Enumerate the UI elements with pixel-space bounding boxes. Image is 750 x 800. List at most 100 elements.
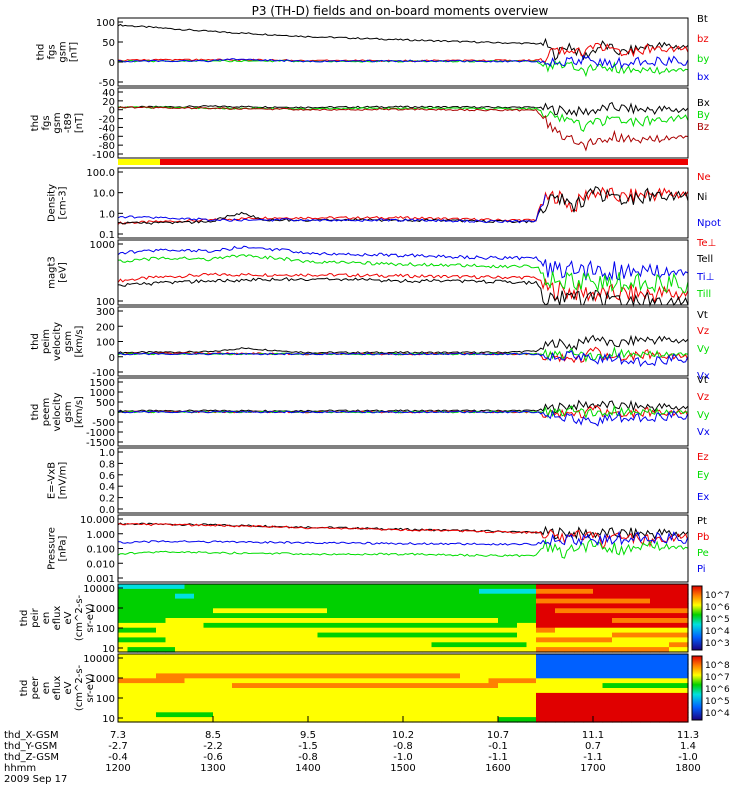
time-hour_ticks-0: 1200 xyxy=(105,763,130,774)
heat-cell-peir_en xyxy=(203,603,214,609)
heat-cell-peir_en xyxy=(156,637,167,643)
heat-cell-peer_en xyxy=(194,683,205,689)
heat-cell-peir_en xyxy=(346,632,357,639)
heat-cell-peir_en xyxy=(517,627,528,634)
heat-cell-peir_en xyxy=(184,642,195,648)
heat-cell-peir_en xyxy=(612,618,623,624)
heat-cell-peer_en xyxy=(517,717,528,723)
heat-cell-peir_en xyxy=(365,598,376,605)
heat-cell-peer_en xyxy=(393,692,404,699)
heat-cell-peir_en xyxy=(441,622,452,629)
heat-cell-peer_en xyxy=(678,683,689,689)
heat-cell-peir_en xyxy=(526,613,537,619)
heat-cell-peir_en xyxy=(640,632,651,639)
heat-cell-peer_en xyxy=(270,717,281,723)
heat-cell-peir_en xyxy=(583,584,594,590)
heat-cell-peir_en xyxy=(574,632,585,639)
heat-cell-peir_en xyxy=(365,637,376,643)
heat-cell-peer_en xyxy=(137,668,148,675)
heat-cell-peir_en xyxy=(583,603,594,609)
heat-cell-peer_en xyxy=(545,658,556,665)
heat-cell-peer_en xyxy=(156,697,167,704)
heat-cell-peir_en xyxy=(422,618,433,624)
heat-cell-peir_en xyxy=(602,618,613,624)
heat-cell-peer_en xyxy=(127,668,138,675)
heat-cell-peir_en xyxy=(659,603,670,609)
heat-cell-peer_en xyxy=(488,663,499,670)
heat-cell-peir_en xyxy=(526,627,537,634)
heat-cell-peir_en xyxy=(659,627,670,634)
heat-cell-peir_en xyxy=(203,632,214,639)
heat-cell-peer_en xyxy=(184,668,195,675)
ylabel-peir_en-0: thd xyxy=(19,610,30,627)
heat-cell-peir_en xyxy=(336,588,347,595)
time-row-label-4: 2009 Sep 17 xyxy=(4,774,67,785)
heat-cell-peir_en xyxy=(118,642,129,648)
heat-cell-peer_en xyxy=(355,717,366,723)
yticklabel-peem_v: 0 xyxy=(109,408,115,419)
heat-cell-peir_en xyxy=(450,632,461,639)
heat-cell-peer_en xyxy=(213,658,224,665)
heat-cell-peer_en xyxy=(631,697,642,704)
legend-peem_v-1: Vz xyxy=(697,392,709,403)
heat-cell-peer_en xyxy=(583,692,594,699)
heat-cell-peir_en xyxy=(289,603,300,609)
heat-cell-peer_en xyxy=(678,702,689,709)
heat-cell-peir_en xyxy=(270,618,281,624)
heat-cell-peer_en xyxy=(441,717,452,723)
heat-cell-peer_en xyxy=(241,658,252,665)
heat-cell-peir_en xyxy=(146,647,157,653)
heat-cell-peir_en xyxy=(612,593,623,600)
heat-cell-peer_en xyxy=(251,688,262,694)
heat-cell-peer_en xyxy=(346,697,357,704)
heat-cell-peir_en xyxy=(384,603,395,609)
heat-cell-peir_en xyxy=(118,627,129,634)
heat-cell-peer_en xyxy=(165,692,176,699)
heat-cell-peir_en xyxy=(669,598,680,605)
heat-cell-peir_en xyxy=(564,627,575,634)
heat-cell-peer_en xyxy=(650,717,661,723)
heat-cell-peer_en xyxy=(536,683,547,689)
heat-cell-peer_en xyxy=(479,654,490,660)
heat-cell-peer_en xyxy=(156,668,167,675)
heat-cell-peer_en xyxy=(203,668,214,675)
heat-cell-peer_en xyxy=(289,697,300,704)
heat-cell-peer_en xyxy=(412,692,423,699)
heat-cell-peer_en xyxy=(146,702,157,709)
heat-cell-peer_en xyxy=(251,678,262,684)
heat-cell-peir_en xyxy=(431,584,442,590)
heat-cell-peir_en xyxy=(469,584,480,590)
heat-cell-peer_en xyxy=(156,702,167,709)
heat-cell-peir_en xyxy=(165,613,176,619)
heat-cell-peer_en xyxy=(422,717,433,723)
heat-cell-peir_en xyxy=(678,618,689,624)
heat-cell-peer_en xyxy=(431,678,442,684)
heat-cell-peer_en xyxy=(279,712,290,718)
heat-cell-peer_en xyxy=(203,702,214,709)
heat-cell-peer_en xyxy=(203,678,214,684)
heat-cell-peir_en xyxy=(213,588,224,595)
heat-cell-peer_en xyxy=(403,717,414,723)
heat-cell-peir_en xyxy=(232,642,243,648)
heat-cell-peir_en xyxy=(175,608,186,614)
heat-cell-peir_en xyxy=(403,637,414,643)
ylabel-density-0: Density xyxy=(47,184,58,222)
heat-cell-peer_en xyxy=(156,692,167,699)
heat-cell-peir_en xyxy=(545,642,556,648)
heat-cell-peir_en xyxy=(602,598,613,605)
heat-cell-peer_en xyxy=(583,707,594,713)
heat-cell-peir_en xyxy=(659,647,670,653)
heat-cell-peir_en xyxy=(308,598,319,605)
heat-cell-peer_en xyxy=(555,678,566,684)
heat-cell-peer_en xyxy=(631,668,642,675)
heat-cell-peer_en xyxy=(260,717,271,723)
legend-peem_v-0: Vt xyxy=(697,375,708,386)
legend-density-0: Ne xyxy=(697,172,711,183)
heat-cell-peir_en xyxy=(678,608,689,614)
heat-cell-peir_en xyxy=(213,598,224,605)
series-magt3-0 xyxy=(117,272,689,305)
heat-cell-peir_en xyxy=(678,593,689,600)
time-z_gsm-1: -0.6 xyxy=(203,752,223,763)
heat-cell-peer_en xyxy=(422,678,433,684)
heat-cell-peer_en xyxy=(441,663,452,670)
